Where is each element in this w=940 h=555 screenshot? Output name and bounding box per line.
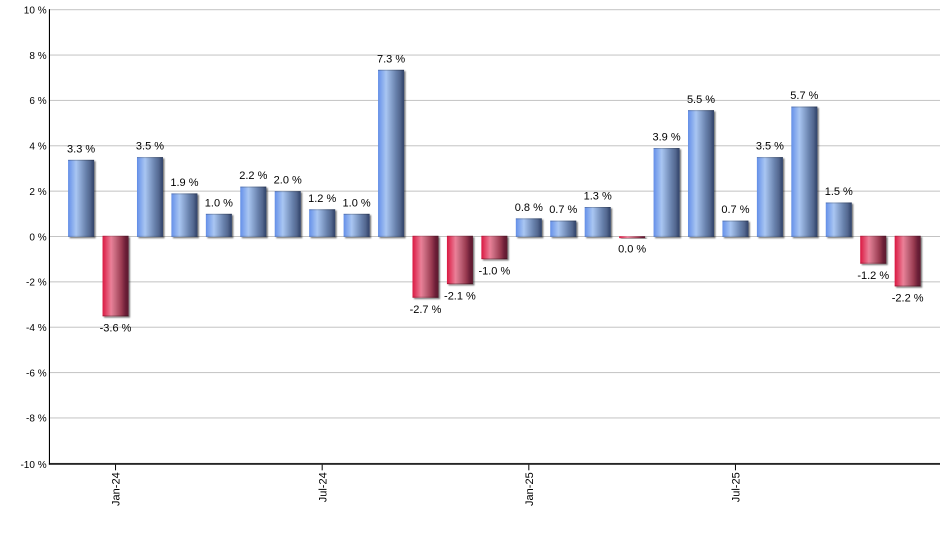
- svg-text:Jan-24: Jan-24: [111, 472, 123, 506]
- svg-text:0.8 %: 0.8 %: [515, 202, 543, 214]
- svg-text:7.3 %: 7.3 %: [377, 53, 405, 65]
- svg-text:-1.2 %: -1.2 %: [857, 270, 889, 282]
- svg-text:-2.2 %: -2.2 %: [892, 293, 924, 305]
- svg-text:1.5 %: 1.5 %: [825, 186, 853, 198]
- svg-text:2 %: 2 %: [29, 187, 46, 198]
- svg-text:-8 %: -8 %: [26, 414, 47, 425]
- svg-text:0 %: 0 %: [29, 232, 46, 243]
- svg-text:5.5 %: 5.5 %: [687, 94, 715, 106]
- svg-text:0.7 %: 0.7 %: [721, 204, 749, 216]
- svg-text:-2.7 %: -2.7 %: [410, 304, 442, 316]
- svg-text:2.0 %: 2.0 %: [274, 175, 302, 187]
- svg-text:1.0 %: 1.0 %: [205, 197, 233, 209]
- svg-text:3.5 %: 3.5 %: [136, 141, 164, 153]
- svg-text:10 %: 10 %: [24, 6, 47, 17]
- svg-text:8 %: 8 %: [29, 51, 46, 62]
- svg-text:-4 %: -4 %: [26, 323, 47, 334]
- svg-text:-10 %: -10 %: [20, 460, 46, 471]
- svg-text:1.3 %: 1.3 %: [584, 191, 612, 203]
- svg-text:Jul-24: Jul-24: [317, 472, 329, 502]
- svg-text:-3.6 %: -3.6 %: [100, 323, 132, 335]
- svg-text:1.9 %: 1.9 %: [170, 177, 198, 189]
- svg-text:2.2 %: 2.2 %: [239, 170, 267, 182]
- svg-text:3.9 %: 3.9 %: [653, 132, 681, 144]
- svg-text:-6 %: -6 %: [26, 368, 47, 379]
- svg-text:3.5 %: 3.5 %: [756, 141, 784, 153]
- svg-text:6 %: 6 %: [29, 96, 46, 107]
- svg-text:Jul-25: Jul-25: [731, 472, 743, 502]
- svg-text:3.3 %: 3.3 %: [67, 143, 95, 155]
- svg-text:-2.1 %: -2.1 %: [444, 290, 476, 302]
- svg-text:-2 %: -2 %: [26, 278, 47, 289]
- svg-text:Jan-25: Jan-25: [524, 472, 536, 506]
- svg-text:4 %: 4 %: [29, 142, 46, 153]
- svg-text:-1.0 %: -1.0 %: [478, 265, 510, 277]
- svg-text:1.2 %: 1.2 %: [308, 193, 336, 205]
- svg-text:1.0 %: 1.0 %: [343, 197, 371, 209]
- svg-text:5.7 %: 5.7 %: [790, 90, 818, 102]
- svg-text:0.0 %: 0.0 %: [618, 244, 646, 256]
- svg-text:0.7 %: 0.7 %: [549, 204, 577, 216]
